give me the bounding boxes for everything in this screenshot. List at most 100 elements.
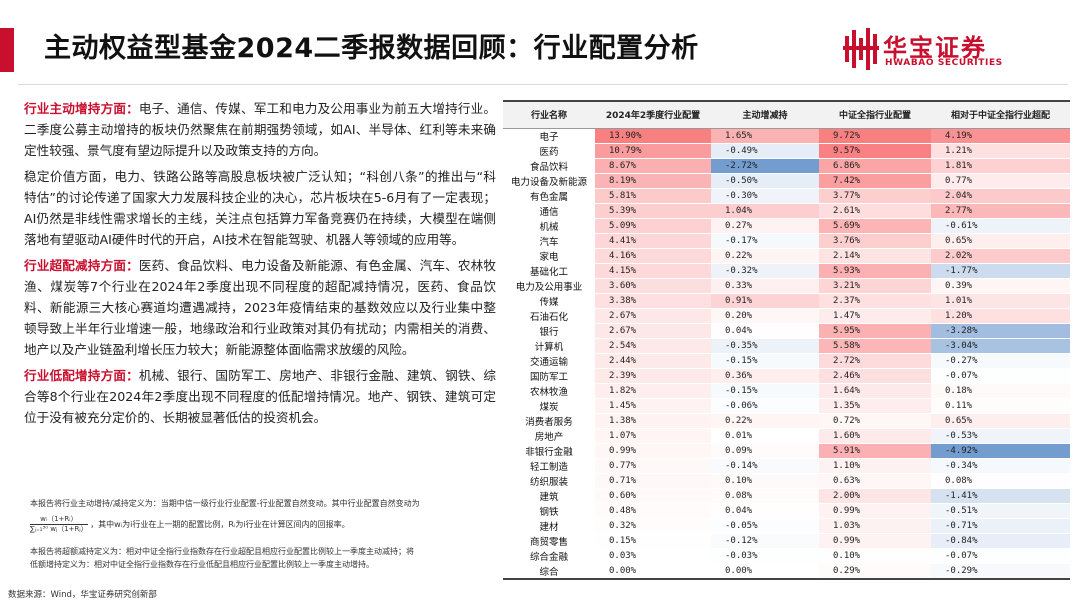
table-row: 医药 10.79% -0.49% 9.57% 1.21% [503,143,1070,159]
footnote-underweight: 低额增持定义为：相对中证全指行业指数存在行业低配且相应行业配置比例较上一季度主动… [30,560,374,569]
cell-overweight: -0.07% [931,548,1070,564]
table-row: 综合 0.00% 0.00% 0.29% -0.29% [503,563,1070,580]
header-divider [18,84,1068,85]
logo-mark-icon [843,28,879,70]
cell-industry: 电力及公用事业 [503,278,595,294]
cell-active-change: -0.17% [711,233,819,249]
cell-industry: 计算机 [503,338,595,354]
table-row: 国防军工 2.39% 0.36% 2.46% -0.07% [503,368,1070,384]
table-row: 房地产 1.07% 0.01% 1.60% -0.53% [503,428,1070,444]
cell-index-allocation: 5.69% [819,218,931,234]
title-accent-bar [0,28,14,72]
table-body: 电子 13.90% 1.65% 9.72% 4.19% 医药 10.79% -0.49% 9.5… [503,128,1070,580]
table-row: 食品饮料 8.67% -2.72% 6.86% 1.81% [503,158,1070,174]
logo-name-cn: 华宝证券 [883,34,987,62]
cell-allocation: 2.67% [595,323,711,339]
cell-index-allocation: 2.14% [819,248,931,264]
table-row: 电力设备及新能源 8.19% -0.50% 7.42% 0.77% [503,173,1070,189]
cell-overweight: 0.77% [931,173,1070,189]
cell-industry: 机械 [503,218,595,234]
cell-active-change: -0.15% [711,383,819,399]
cell-overweight: -0.27% [931,353,1070,369]
cell-index-allocation: 5.58% [819,338,931,354]
cell-overweight: -0.07% [931,368,1070,384]
cell-overweight: 1.21% [931,143,1070,159]
column-header-allocation: 2024年2季度行业配置 [595,100,711,129]
page-title: 主动权益型基金2024二季报数据回顾：行业配置分析 [44,33,699,64]
table-row: 石油石化 2.67% 0.20% 1.47% 1.20% [503,308,1070,324]
cell-index-allocation: 1.60% [819,428,931,444]
paragraph-body: 稳定价值方面，电力、铁路公路等高股息板块被广泛认知；“科创八条”的推出与“科特估… [24,169,496,247]
cell-overweight: 2.02% [931,248,1070,264]
cell-index-allocation: 2.72% [819,353,931,369]
table-row: 汽车 4.41% -0.17% 3.76% 0.65% [503,233,1070,249]
cell-active-change: 1.04% [711,203,819,219]
cell-allocation: 5.39% [595,203,711,219]
industry-allocation-table: 行业名称 2024年2季度行业配置 主动增减持 中证全指行业配置 相对于中证全指… [503,100,1070,580]
table-row: 机械 5.09% 0.27% 5.69% -0.61% [503,218,1070,234]
cell-index-allocation: 9.57% [819,143,931,159]
cell-active-change: 0.08% [711,488,819,504]
table-row: 有色金属 5.81% -0.30% 3.77% 2.04% [503,188,1070,204]
cell-index-allocation: 1.10% [819,458,931,474]
cell-overweight: -0.34% [931,458,1070,474]
table-row: 轻工制造 0.77% -0.14% 1.10% -0.34% [503,458,1070,474]
cell-allocation: 0.60% [595,488,711,504]
cell-allocation: 2.39% [595,368,711,384]
cell-allocation: 1.82% [595,383,711,399]
table-row: 综合金融 0.03% -0.03% 0.10% -0.07% [503,548,1070,564]
cell-index-allocation: 3.76% [819,233,931,249]
cell-industry: 钢铁 [503,503,595,519]
cell-industry: 电子 [503,128,595,144]
cell-allocation: 8.67% [595,158,711,174]
cell-active-change: -0.06% [711,398,819,414]
table-row: 建材 0.32% -0.05% 1.03% -0.71% [503,518,1070,534]
column-header-active-change: 主动增减持 [711,100,819,129]
cell-allocation: 2.54% [595,338,711,354]
cell-industry: 国防军工 [503,368,595,384]
cell-overweight: 0.65% [931,233,1070,249]
cell-allocation: 5.09% [595,218,711,234]
cell-allocation: 4.16% [595,248,711,264]
cell-industry: 通信 [503,203,595,219]
paragraph-value: 稳定价值方面，电力、铁路公路等高股息板块被广泛认知；“科创八条”的推出与“科特估… [24,166,496,250]
cell-active-change: -0.30% [711,188,819,204]
cell-active-change: 0.04% [711,323,819,339]
cell-active-change: -0.50% [711,173,819,189]
cell-industry: 电力设备及新能源 [503,173,595,189]
cell-index-allocation: 0.99% [819,533,931,549]
cell-allocation: 1.45% [595,398,711,414]
table-row: 电子 13.90% 1.65% 9.72% 4.19% [503,128,1070,144]
paragraph-body: 医药、食品饮料、电力设备及新能源、有色金属、汽车、农林牧渔、煤炭等7个行业在20… [24,258,497,357]
table-row: 消费者服务 1.38% 0.22% 0.72% 0.65% [503,413,1070,429]
cell-index-allocation: 2.37% [819,293,931,309]
table-row: 商贸零售 0.15% -0.12% 0.99% -0.84% [503,533,1070,549]
cell-index-allocation: 5.95% [819,323,931,339]
cell-index-allocation: 2.61% [819,203,931,219]
cell-index-allocation: 3.21% [819,278,931,294]
cell-industry: 传媒 [503,293,595,309]
table-row: 煤炭 1.45% -0.06% 1.35% 0.11% [503,398,1070,414]
cell-industry: 有色金属 [503,188,595,204]
cell-overweight: -1.41% [931,488,1070,504]
footnote-formula: wᵢ（1+Rᵢ） ∑ⱼ₌₁³⁰ wⱼ（1+Rⱼ） ，其中wᵢ为i行业在上一期的配… [30,515,350,534]
cell-active-change: 0.27% [711,218,819,234]
cell-allocation: 3.60% [595,278,711,294]
cell-allocation: 1.07% [595,428,711,444]
cell-active-change: -0.05% [711,518,819,534]
cell-index-allocation: 1.03% [819,518,931,534]
paragraph-heading: 行业超配减持方面： [24,258,139,273]
cell-index-allocation: 7.42% [819,173,931,189]
paragraph-underweight-increase: 行业低配增持方面：机械、银行、国防军工、房地产、非银行金融、建筑、钢铁、综合等8… [24,365,496,428]
cell-industry: 食品饮料 [503,158,595,174]
table-row: 钢铁 0.48% 0.04% 0.99% -0.51% [503,503,1070,519]
cell-overweight: -0.51% [931,503,1070,519]
cell-allocation: 0.32% [595,518,711,534]
cell-allocation: 4.15% [595,263,711,279]
cell-active-change: 0.01% [711,428,819,444]
table-row: 建筑 0.60% 0.08% 2.00% -1.41% [503,488,1070,504]
cell-index-allocation: 2.00% [819,488,931,504]
cell-active-change: 0.04% [711,503,819,519]
cell-overweight: 1.20% [931,308,1070,324]
column-header-industry: 行业名称 [503,100,595,129]
